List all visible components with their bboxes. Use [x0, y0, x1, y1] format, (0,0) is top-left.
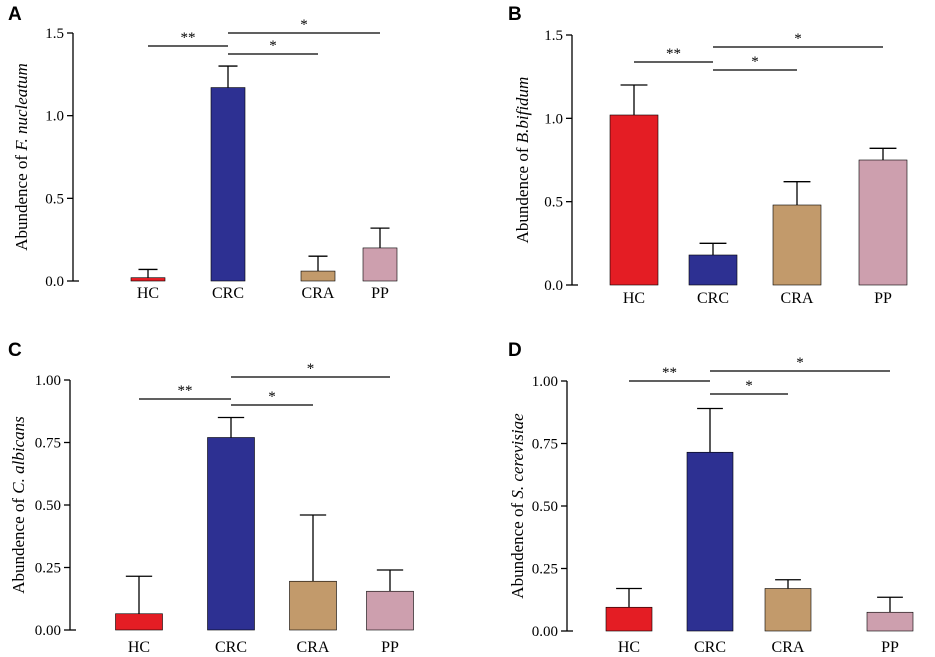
panel-b: B 0.0 0.5 1.0 1.5 Abundence of B.bifidum HC CRC…: [508, 4, 908, 307]
y-axis-label-species: S. cerevisiae: [508, 413, 527, 499]
y-axis-label-prefix: Abundence of: [9, 494, 28, 594]
significance-label: **: [666, 46, 681, 62]
y-axis-label-species: C. albicans: [9, 416, 28, 494]
panel-letter: D: [508, 340, 522, 361]
y-tick-label: 0.5: [45, 191, 64, 207]
category-label: CRA: [302, 285, 335, 302]
bar-cra: [764, 588, 812, 632]
category-label: HC: [623, 290, 645, 307]
category-label: CRA: [297, 639, 330, 656]
significance-label: *: [300, 17, 308, 33]
category-label: HC: [128, 639, 150, 656]
y-tick-label: 0.00: [35, 623, 61, 639]
bar-pp: [866, 611, 914, 632]
y-axis-label: Abundence of C. albicans: [9, 416, 28, 594]
panel-d: D 0.00 0.25 0.50 0.75 1.00 Abundence of S. cer…: [508, 340, 914, 656]
bar-hc: [130, 277, 166, 282]
y-axis-label-prefix: Abundence of: [513, 143, 532, 243]
bar-hc: [115, 613, 163, 631]
bar-cra: [300, 270, 336, 282]
significance-label: **: [662, 365, 677, 381]
category-label: CRA: [781, 290, 814, 307]
y-tick-label: 0.5: [544, 195, 563, 211]
y-axis-label: Abundence of S. cerevisiae: [508, 413, 527, 599]
y-tick-label: 1.5: [45, 26, 64, 42]
y-axis-label: Abundence of F. nucleatum: [12, 63, 31, 251]
y-tick-label: 1.0: [45, 109, 64, 125]
y-tick-label: 0.75: [35, 436, 61, 452]
y-axis-label-species: B.bifidum: [513, 77, 532, 144]
significance-label: *: [269, 38, 277, 54]
significance-label: *: [794, 31, 802, 47]
significance-label: *: [796, 355, 804, 371]
y-tick-label: 1.00: [35, 373, 61, 389]
bar-crc: [207, 437, 255, 631]
category-label: CRC: [215, 639, 247, 656]
y-tick-label: 0.25: [35, 561, 61, 577]
category-label: CRA: [772, 639, 805, 656]
panel-letter: B: [508, 4, 522, 25]
category-label: PP: [381, 639, 399, 656]
bar-pp: [366, 590, 414, 631]
panel-c: C 0.00 0.25 0.50 0.75 1.00 Abundence of C. alb…: [8, 340, 414, 656]
y-tick-label: 0.0: [45, 274, 64, 290]
bar-cra: [772, 204, 822, 286]
y-axis-label: Abundence of B.bifidum: [513, 77, 532, 244]
y-tick-label: 1.00: [532, 374, 558, 390]
y-tick-label: 0.0: [544, 278, 563, 294]
bar-cra: [289, 580, 337, 631]
y-tick-label: 1.5: [544, 28, 563, 44]
bar-crc: [688, 254, 738, 286]
category-label: CRC: [694, 639, 726, 656]
panel-letter: A: [8, 4, 22, 25]
category-label: CRC: [697, 290, 729, 307]
y-tick-label: 0.25: [532, 562, 558, 578]
y-axis-label-prefix: Abundence of: [508, 499, 527, 599]
y-tick-label: 0.50: [35, 498, 61, 514]
bar-pp: [362, 247, 398, 282]
category-label: PP: [371, 285, 389, 302]
bar-hc: [609, 114, 659, 286]
y-tick-label: 0.75: [532, 437, 558, 453]
y-tick-label: 0.50: [532, 499, 558, 515]
bar-crc: [686, 451, 734, 632]
bar-hc: [605, 606, 653, 632]
y-tick-label: 0.00: [532, 624, 558, 640]
significance-label: **: [181, 30, 196, 46]
significance-label: *: [307, 361, 315, 377]
significance-label: *: [745, 378, 753, 394]
bar-crc: [210, 87, 246, 282]
y-tick-label: 1.0: [544, 111, 563, 127]
category-label: HC: [618, 639, 640, 656]
significance-label: *: [751, 54, 759, 70]
category-label: PP: [874, 290, 892, 307]
significance-label: *: [268, 389, 276, 405]
category-label: PP: [881, 639, 899, 656]
y-axis-label-prefix: Abundence of: [12, 151, 31, 251]
significance-label: **: [178, 383, 193, 399]
panel-a: A 0.0 0.5 1.0 1.5 Abundence of F. nucleatum HC…: [8, 4, 398, 302]
category-label: HC: [137, 285, 159, 302]
panel-letter: C: [8, 340, 22, 361]
bar-pp: [858, 159, 908, 286]
category-label: CRC: [212, 285, 244, 302]
y-axis-label-species: F. nucleatum: [12, 63, 31, 152]
